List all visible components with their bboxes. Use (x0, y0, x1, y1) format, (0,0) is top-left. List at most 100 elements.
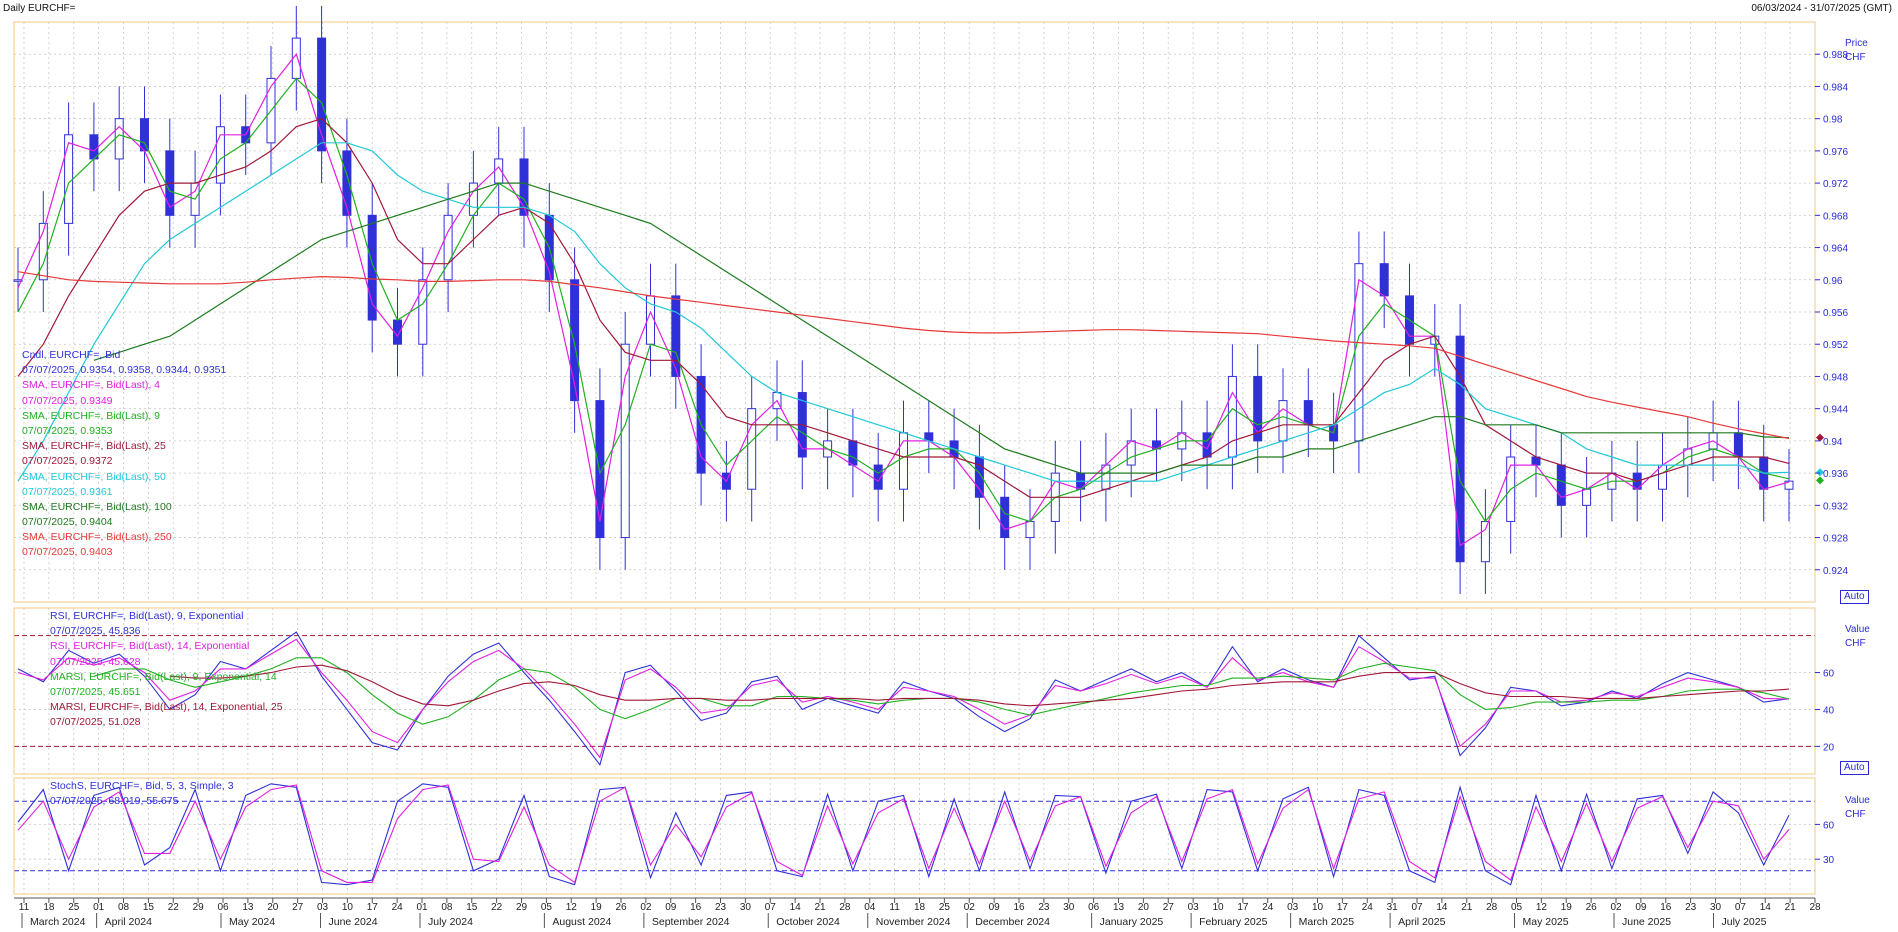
sma-line (93, 182, 1790, 474)
rsi_panel-legend-name[interactable]: MARSI, EURCHF=, Bid(Last), 14, Exponenti… (50, 701, 283, 714)
date-range[interactable]: 06/03/2024 - 31/07/2025 (GMT) (1751, 3, 1892, 14)
price-y-tick-label: 0.988 (1823, 50, 1848, 61)
price-y-tick-label: 0.956 (1823, 308, 1848, 319)
price_panel-legend-value: 07/07/2025, 0.9349 (22, 394, 113, 407)
x-tick-label: 07 (1735, 902, 1747, 913)
candle-body (1354, 263, 1364, 442)
x-tick-label: 25 (939, 902, 951, 913)
price-auto-scale-button[interactable]: Auto (1840, 590, 1869, 604)
candle-body (747, 408, 757, 490)
price-axis-unit: CHF (1845, 52, 1866, 63)
x-tick-label: 31 (1387, 902, 1399, 913)
x-tick-label: 12 (566, 902, 578, 913)
x-tick-label: 16 (1013, 902, 1025, 913)
stoch-legend: StochS, EURCHF=, Bid, 5, 3, Simple, 3 07/… (50, 779, 234, 809)
price_panel-legend-name[interactable]: SMA, EURCHF=, Bid(Last), 25 (22, 440, 166, 453)
chart-title: Daily EURCHF= (3, 3, 76, 14)
rsi-panel-border (13, 607, 1816, 775)
rsi-y-tick-label: 20 (1823, 742, 1835, 753)
candle-body (595, 400, 605, 539)
month-label: March 2025 (1299, 916, 1355, 928)
price_panel-legend-name[interactable]: SMA, EURCHF=, Bid(Last), 9 (22, 409, 160, 422)
x-tick-label: 08 (441, 902, 453, 913)
price_panel-legend-name[interactable]: SMA, EURCHF=, Bid(Last), 250 (22, 531, 172, 544)
stoch-panel-border (13, 777, 1816, 895)
rsi-line (169, 664, 1790, 707)
x-tick-label: 01 (416, 902, 428, 913)
last-value-marker (1816, 433, 1824, 442)
candle-body (1455, 335, 1465, 563)
x-tick-label: 27 (1163, 902, 1175, 913)
x-tick-label: 16 (1660, 902, 1672, 913)
price-y-tick-label: 0.948 (1823, 372, 1848, 383)
price_panel-legend-name[interactable]: SMA, EURCHF=, Bid(Last), 100 (22, 500, 172, 513)
price-y-tick-label: 0.98 (1823, 115, 1843, 126)
x-tick-label: 11 (19, 902, 30, 913)
candle-body (1480, 520, 1490, 563)
x-tick-label: 02 (1610, 902, 1622, 913)
month-label: April 2024 (105, 916, 152, 928)
price-y-tick-label: 0.984 (1823, 82, 1848, 93)
rsi_panel-legend-name[interactable]: MARSI, EURCHF=, Bid(Last), 9, Exponentia… (50, 670, 277, 683)
x-tick-label: 23 (1685, 902, 1697, 913)
x-tick-label: 28 (1809, 902, 1821, 913)
candle-body (367, 214, 377, 321)
month-label: August 2024 (552, 916, 611, 928)
stoch-axis-title-text: Value (1845, 795, 1870, 806)
price-y-tick-label: 0.96 (1823, 276, 1843, 287)
rsi_panel-legend-value: 07/07/2025, 45.628 (50, 655, 141, 668)
rsi_panel-legend-name[interactable]: RSI, EURCHF=, Bid(Last), 9, Exponential (50, 610, 244, 622)
price-y-tick-label: 0.932 (1823, 501, 1848, 512)
price_panel-legend-name[interactable]: Cndl, EURCHF=, Bid (22, 349, 121, 361)
month-label: July 2024 (428, 916, 473, 928)
x-tick-label: 03 (1287, 902, 1299, 913)
rsi-auto-scale-button[interactable]: Auto (1840, 761, 1869, 775)
candle-body (89, 134, 99, 160)
x-tick-label: 10 (1312, 902, 1324, 913)
price_panel-legend-value: 07/07/2025, 0.9361 (22, 485, 113, 498)
x-tick-label: 20 (1138, 902, 1150, 913)
x-tick-label: 18 (914, 902, 926, 913)
candle-body (1784, 480, 1794, 490)
candle-body (140, 118, 149, 152)
rsi-legend: RSI, EURCHF=, Bid(Last), 9, Exponential 0… (50, 609, 283, 731)
x-tick-label: 20 (267, 902, 279, 913)
price-y-tick-label: 0.928 (1823, 534, 1848, 545)
x-tick-label: 13 (242, 902, 254, 913)
x-tick-label: 14 (1760, 902, 1772, 913)
price_panel-legend-name[interactable]: SMA, EURCHF=, Bid(Last), 50 (22, 470, 166, 483)
x-tick-label: 15 (143, 902, 155, 913)
x-tick-label: 11 (889, 902, 900, 913)
x-tick-label: 16 (690, 902, 702, 913)
x-tick-label: 18 (43, 902, 55, 913)
candle-body (1379, 263, 1389, 297)
month-label: November 2024 (876, 916, 951, 928)
rsi_panel-legend-name[interactable]: RSI, EURCHF=, Bid(Last), 14, Exponential (50, 640, 250, 653)
rsi_panel-legend-value: 07/07/2025, 45.651 (50, 685, 141, 698)
x-tick-label: 27 (292, 902, 304, 913)
x-tick-label: 28 (839, 902, 851, 913)
candle-body (519, 158, 529, 216)
price_panel-legend-value: 07/07/2025, 0.9403 (22, 546, 113, 559)
month-label: December 2024 (975, 916, 1050, 928)
stoch-axis-title: Value CHF (1845, 794, 1870, 822)
stoch_panel-legend-name[interactable]: StochS, EURCHF=, Bid, 5, 3, Simple, 3 (50, 780, 234, 792)
price_panel-legend-name[interactable]: SMA, EURCHF=, Bid(Last), 4 (22, 379, 160, 392)
price-y-tick-label: 0.976 (1823, 147, 1848, 158)
x-tick-label: 30 (1063, 902, 1075, 913)
candle-body (1658, 464, 1667, 490)
x-tick-label: 30 (740, 902, 752, 913)
x-tick-label: 25 (68, 902, 80, 913)
candle-body (671, 295, 681, 377)
sma-line (17, 142, 1790, 482)
x-tick-label: 22 (491, 902, 503, 913)
stoch-plot (17, 783, 1790, 886)
x-tick-label: 12 (1536, 902, 1548, 913)
price_panel-legend-value: 07/07/2025, 0.9354, 0.9358, 0.9344, 0.93… (22, 364, 227, 377)
rsi-line (17, 638, 1790, 759)
x-tick-label: 13 (1113, 902, 1125, 913)
x-tick-label: 14 (790, 902, 802, 913)
x-tick-label: 05 (1511, 902, 1523, 913)
candle-body (1303, 400, 1313, 426)
